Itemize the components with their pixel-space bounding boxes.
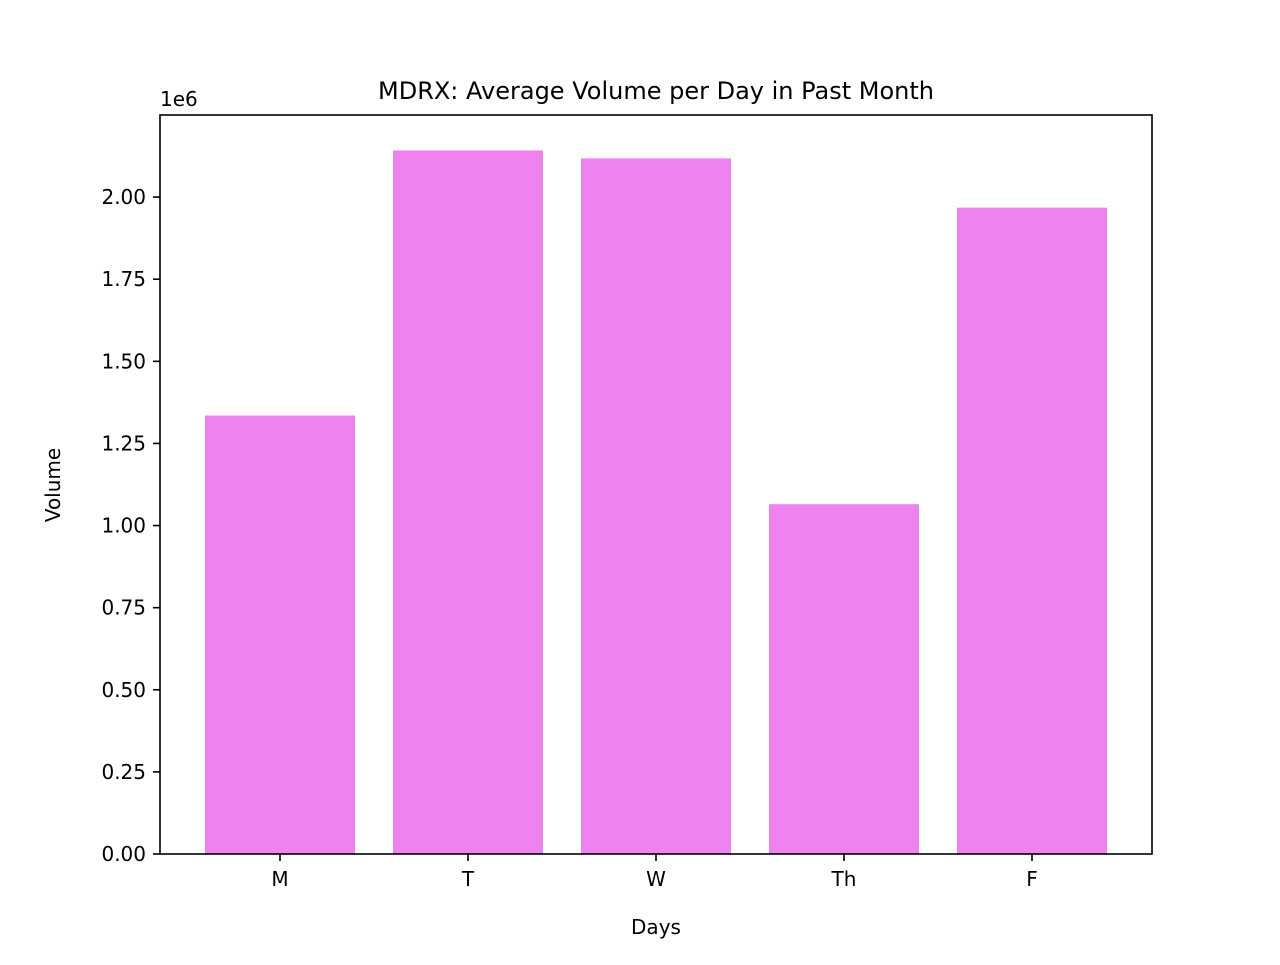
y-tick-label: 1.00 — [101, 514, 146, 538]
x-tick-label: F — [1026, 867, 1038, 891]
bar-w — [581, 158, 731, 854]
x-axis-ticks: M T W Th F — [271, 854, 1038, 891]
y-tick-label: 0.50 — [101, 678, 146, 702]
y-tick-label: 0.00 — [101, 842, 146, 866]
y-tick-label: 1.75 — [101, 267, 146, 291]
y-tick-label: 0.25 — [101, 760, 146, 784]
y-tick-label: 2.00 — [101, 185, 146, 209]
y-axis-label: Volume — [41, 448, 65, 522]
x-tick-label: W — [646, 867, 666, 891]
chart-title: MDRX: Average Volume per Day in Past Mon… — [378, 77, 934, 105]
bar-t — [393, 150, 543, 855]
y-tick-label: 0.75 — [101, 596, 146, 620]
y-axis-offset-label: 1e6 — [160, 87, 198, 111]
y-tick-label: 1.25 — [101, 431, 146, 455]
y-axis-ticks: 0.00 0.25 0.50 0.75 1.00 1.25 1.50 1.75 2.00 — [101, 185, 160, 866]
bar-th — [769, 504, 919, 854]
x-tick-label: M — [271, 867, 288, 891]
bar-m — [205, 415, 355, 854]
y-tick-label: 1.50 — [101, 349, 146, 373]
bar-f — [957, 207, 1107, 854]
bars-layer — [205, 150, 1107, 855]
plot-frame — [159, 114, 1153, 855]
x-tick-label: T — [461, 867, 475, 891]
x-tick-label: Th — [831, 867, 857, 891]
x-axis-label: Days — [631, 915, 681, 939]
